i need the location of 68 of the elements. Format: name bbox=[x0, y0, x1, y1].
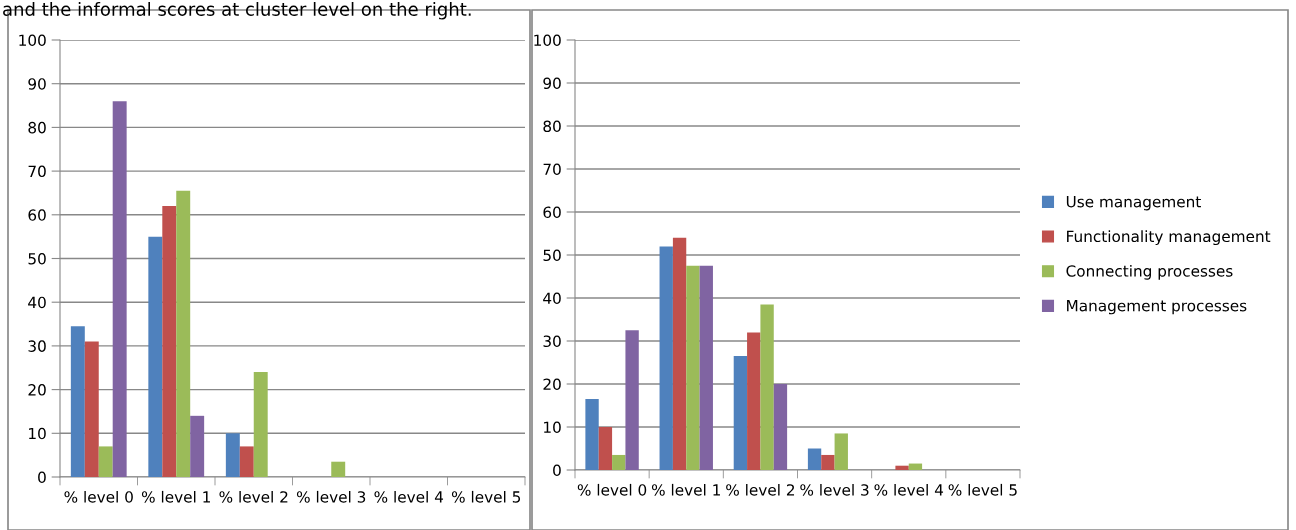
y-tick-label: 100 bbox=[534, 34, 561, 47]
bar bbox=[331, 461, 346, 477]
bar bbox=[747, 332, 761, 470]
y-tick-label: 20 bbox=[543, 378, 561, 391]
bar bbox=[821, 454, 835, 470]
bar bbox=[672, 237, 687, 470]
y-tick-label: 40 bbox=[28, 296, 46, 309]
bar bbox=[699, 265, 713, 470]
bar bbox=[598, 427, 613, 470]
bar bbox=[239, 446, 254, 477]
y-tick-label: 20 bbox=[28, 384, 46, 396]
legend-label: Connecting processes bbox=[1066, 264, 1233, 280]
bar bbox=[686, 265, 700, 470]
x-tick-label: % level 4 bbox=[374, 490, 444, 503]
bar bbox=[253, 372, 268, 477]
bar bbox=[84, 341, 99, 477]
y-tick-label: 90 bbox=[28, 78, 46, 90]
x-tick-label: % level 0 bbox=[577, 483, 647, 496]
x-tick-label: % level 3 bbox=[800, 483, 869, 496]
y-tick-label: 10 bbox=[29, 427, 46, 440]
bar bbox=[773, 384, 788, 470]
x-tick-label: % level 2 bbox=[219, 490, 288, 503]
x-tick-label: % level 5 bbox=[451, 490, 521, 503]
bar bbox=[70, 326, 85, 477]
x-tick-label: % level 5 bbox=[948, 483, 1017, 496]
x-tick-label: % level 0 bbox=[64, 490, 133, 503]
y-tick-label: 50 bbox=[543, 249, 561, 262]
y-tick-label: 60 bbox=[543, 206, 561, 219]
x-tick-label: % level 4 bbox=[874, 483, 944, 496]
x-tick-label: % level 3 bbox=[296, 490, 366, 503]
bar bbox=[659, 246, 673, 470]
bar bbox=[733, 356, 748, 470]
bar bbox=[612, 454, 626, 470]
y-tick-label: 80 bbox=[543, 120, 561, 133]
bar bbox=[807, 448, 822, 470]
legend-label: Functionality management bbox=[1067, 230, 1271, 246]
bar bbox=[190, 415, 205, 477]
bar bbox=[760, 304, 774, 470]
x-tick-label: % level 1 bbox=[141, 490, 210, 503]
y-tick-label: 70 bbox=[28, 165, 46, 178]
bar bbox=[908, 463, 923, 470]
y-tick-label: 100 bbox=[19, 34, 46, 47]
bar bbox=[176, 190, 191, 477]
bar bbox=[834, 433, 848, 470]
legend-label: Use management bbox=[1066, 196, 1201, 211]
text: and the informal scores at cluster level on the right. bbox=[3, 2, 471, 20]
y-tick-label: 0 bbox=[38, 471, 46, 484]
y-tick-label: 10 bbox=[544, 421, 561, 434]
y-tick-label: 50 bbox=[28, 252, 46, 265]
y-tick-label: 30 bbox=[543, 335, 561, 348]
bar bbox=[895, 465, 909, 470]
bar bbox=[225, 433, 240, 477]
x-tick-label: % level 1 bbox=[651, 483, 720, 496]
y-tick-label: 0 bbox=[553, 464, 561, 477]
x-tick-label: % level 2 bbox=[726, 483, 795, 496]
y-tick-label: 90 bbox=[543, 77, 561, 90]
bar bbox=[162, 206, 177, 477]
bar bbox=[585, 399, 599, 470]
y-tick-label: 40 bbox=[543, 292, 561, 305]
y-tick-label: 30 bbox=[28, 340, 46, 352]
y-tick-label: 80 bbox=[28, 121, 46, 134]
y-tick-label: 70 bbox=[543, 163, 561, 176]
legend-label: Management processes bbox=[1067, 300, 1247, 315]
bar bbox=[112, 101, 127, 477]
bar bbox=[98, 446, 113, 477]
bar bbox=[625, 330, 639, 470]
bar bbox=[148, 236, 163, 477]
y-tick-label: 60 bbox=[28, 209, 46, 221]
